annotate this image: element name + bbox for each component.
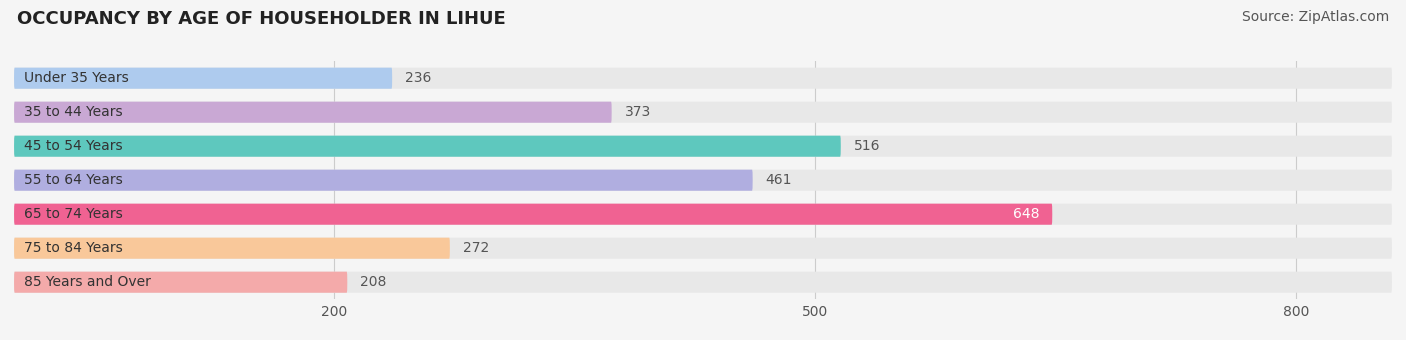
FancyBboxPatch shape — [14, 238, 1392, 259]
Text: 35 to 44 Years: 35 to 44 Years — [24, 105, 122, 119]
Text: Source: ZipAtlas.com: Source: ZipAtlas.com — [1241, 10, 1389, 24]
FancyBboxPatch shape — [14, 170, 752, 191]
Text: 65 to 74 Years: 65 to 74 Years — [24, 207, 122, 221]
Text: 236: 236 — [405, 71, 432, 85]
FancyBboxPatch shape — [14, 136, 841, 157]
Text: 45 to 54 Years: 45 to 54 Years — [24, 139, 122, 153]
Text: OCCUPANCY BY AGE OF HOUSEHOLDER IN LIHUE: OCCUPANCY BY AGE OF HOUSEHOLDER IN LIHUE — [17, 10, 506, 28]
FancyBboxPatch shape — [14, 204, 1052, 225]
Text: 75 to 84 Years: 75 to 84 Years — [24, 241, 122, 255]
Text: 373: 373 — [624, 105, 651, 119]
Text: 272: 272 — [463, 241, 489, 255]
FancyBboxPatch shape — [14, 68, 392, 89]
FancyBboxPatch shape — [14, 136, 1392, 157]
FancyBboxPatch shape — [14, 102, 612, 123]
FancyBboxPatch shape — [14, 238, 450, 259]
FancyBboxPatch shape — [14, 102, 1392, 123]
Text: 648: 648 — [1012, 207, 1039, 221]
Text: 55 to 64 Years: 55 to 64 Years — [24, 173, 122, 187]
FancyBboxPatch shape — [14, 170, 1392, 191]
FancyBboxPatch shape — [14, 272, 347, 293]
Text: 208: 208 — [360, 275, 387, 289]
FancyBboxPatch shape — [14, 68, 1392, 89]
FancyBboxPatch shape — [14, 204, 1392, 225]
FancyBboxPatch shape — [14, 272, 1392, 293]
Text: 516: 516 — [853, 139, 880, 153]
Text: 85 Years and Over: 85 Years and Over — [24, 275, 150, 289]
Text: Under 35 Years: Under 35 Years — [24, 71, 128, 85]
Text: 461: 461 — [765, 173, 792, 187]
